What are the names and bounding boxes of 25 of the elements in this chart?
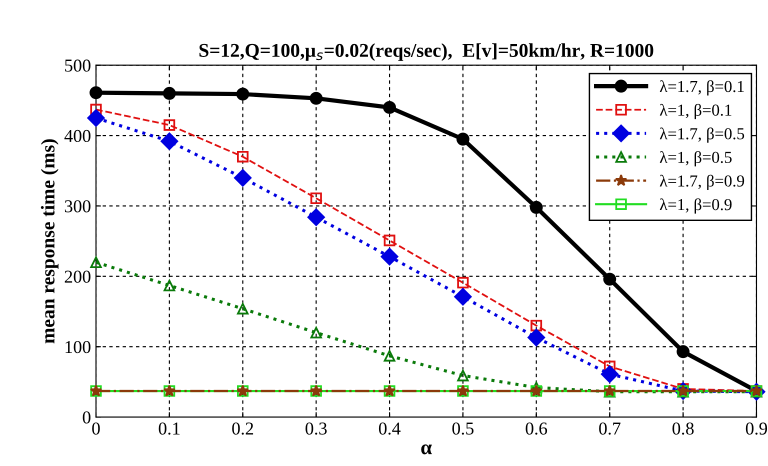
legend-label: λ=1.7, β=0.9 [660,174,744,190]
legend-label: λ=1.7, β=0.5 [660,127,744,143]
y-tick-label: 100 [66,340,90,354]
x-tick-label: 0.5 [452,422,474,435]
legend-label: λ=1, β=0.5 [660,151,732,166]
y-tick-label: 0 [82,411,90,424]
x-tick-label: 0.8 [672,422,694,435]
x-tick-label: 0.2 [232,422,254,435]
y-axis-title: mean response time (ms) [40,139,58,344]
x-tick-label: 0.1 [158,422,180,435]
x-tick-label: 0.9 [746,422,768,435]
x-tick-label: 0.7 [599,422,620,435]
legend-label: λ=1, β=0.9 [660,198,732,214]
x-tick-label: 0.6 [526,422,548,435]
y-tick-label: 200 [64,270,90,283]
x-tick-label: 0 [92,422,100,435]
y-tick-label: 300 [64,200,90,212]
x-axis-title: α [421,444,432,454]
y-tick-label: 500 [65,60,90,72]
y-tick-label: 400 [64,130,90,142]
legend-label: λ=1, β=0.1 [660,104,732,120]
legend-label: λ=1.7, β=0.1 [660,80,744,96]
chart-title: S=12,Q=100,μ$_{s}$=0.02(reqs/sec), E[v]=50km/hr, R=1000 [199,43,654,61]
x-tick-label: 0.3 [306,422,327,435]
x-tick-label: 0.4 [378,422,401,435]
